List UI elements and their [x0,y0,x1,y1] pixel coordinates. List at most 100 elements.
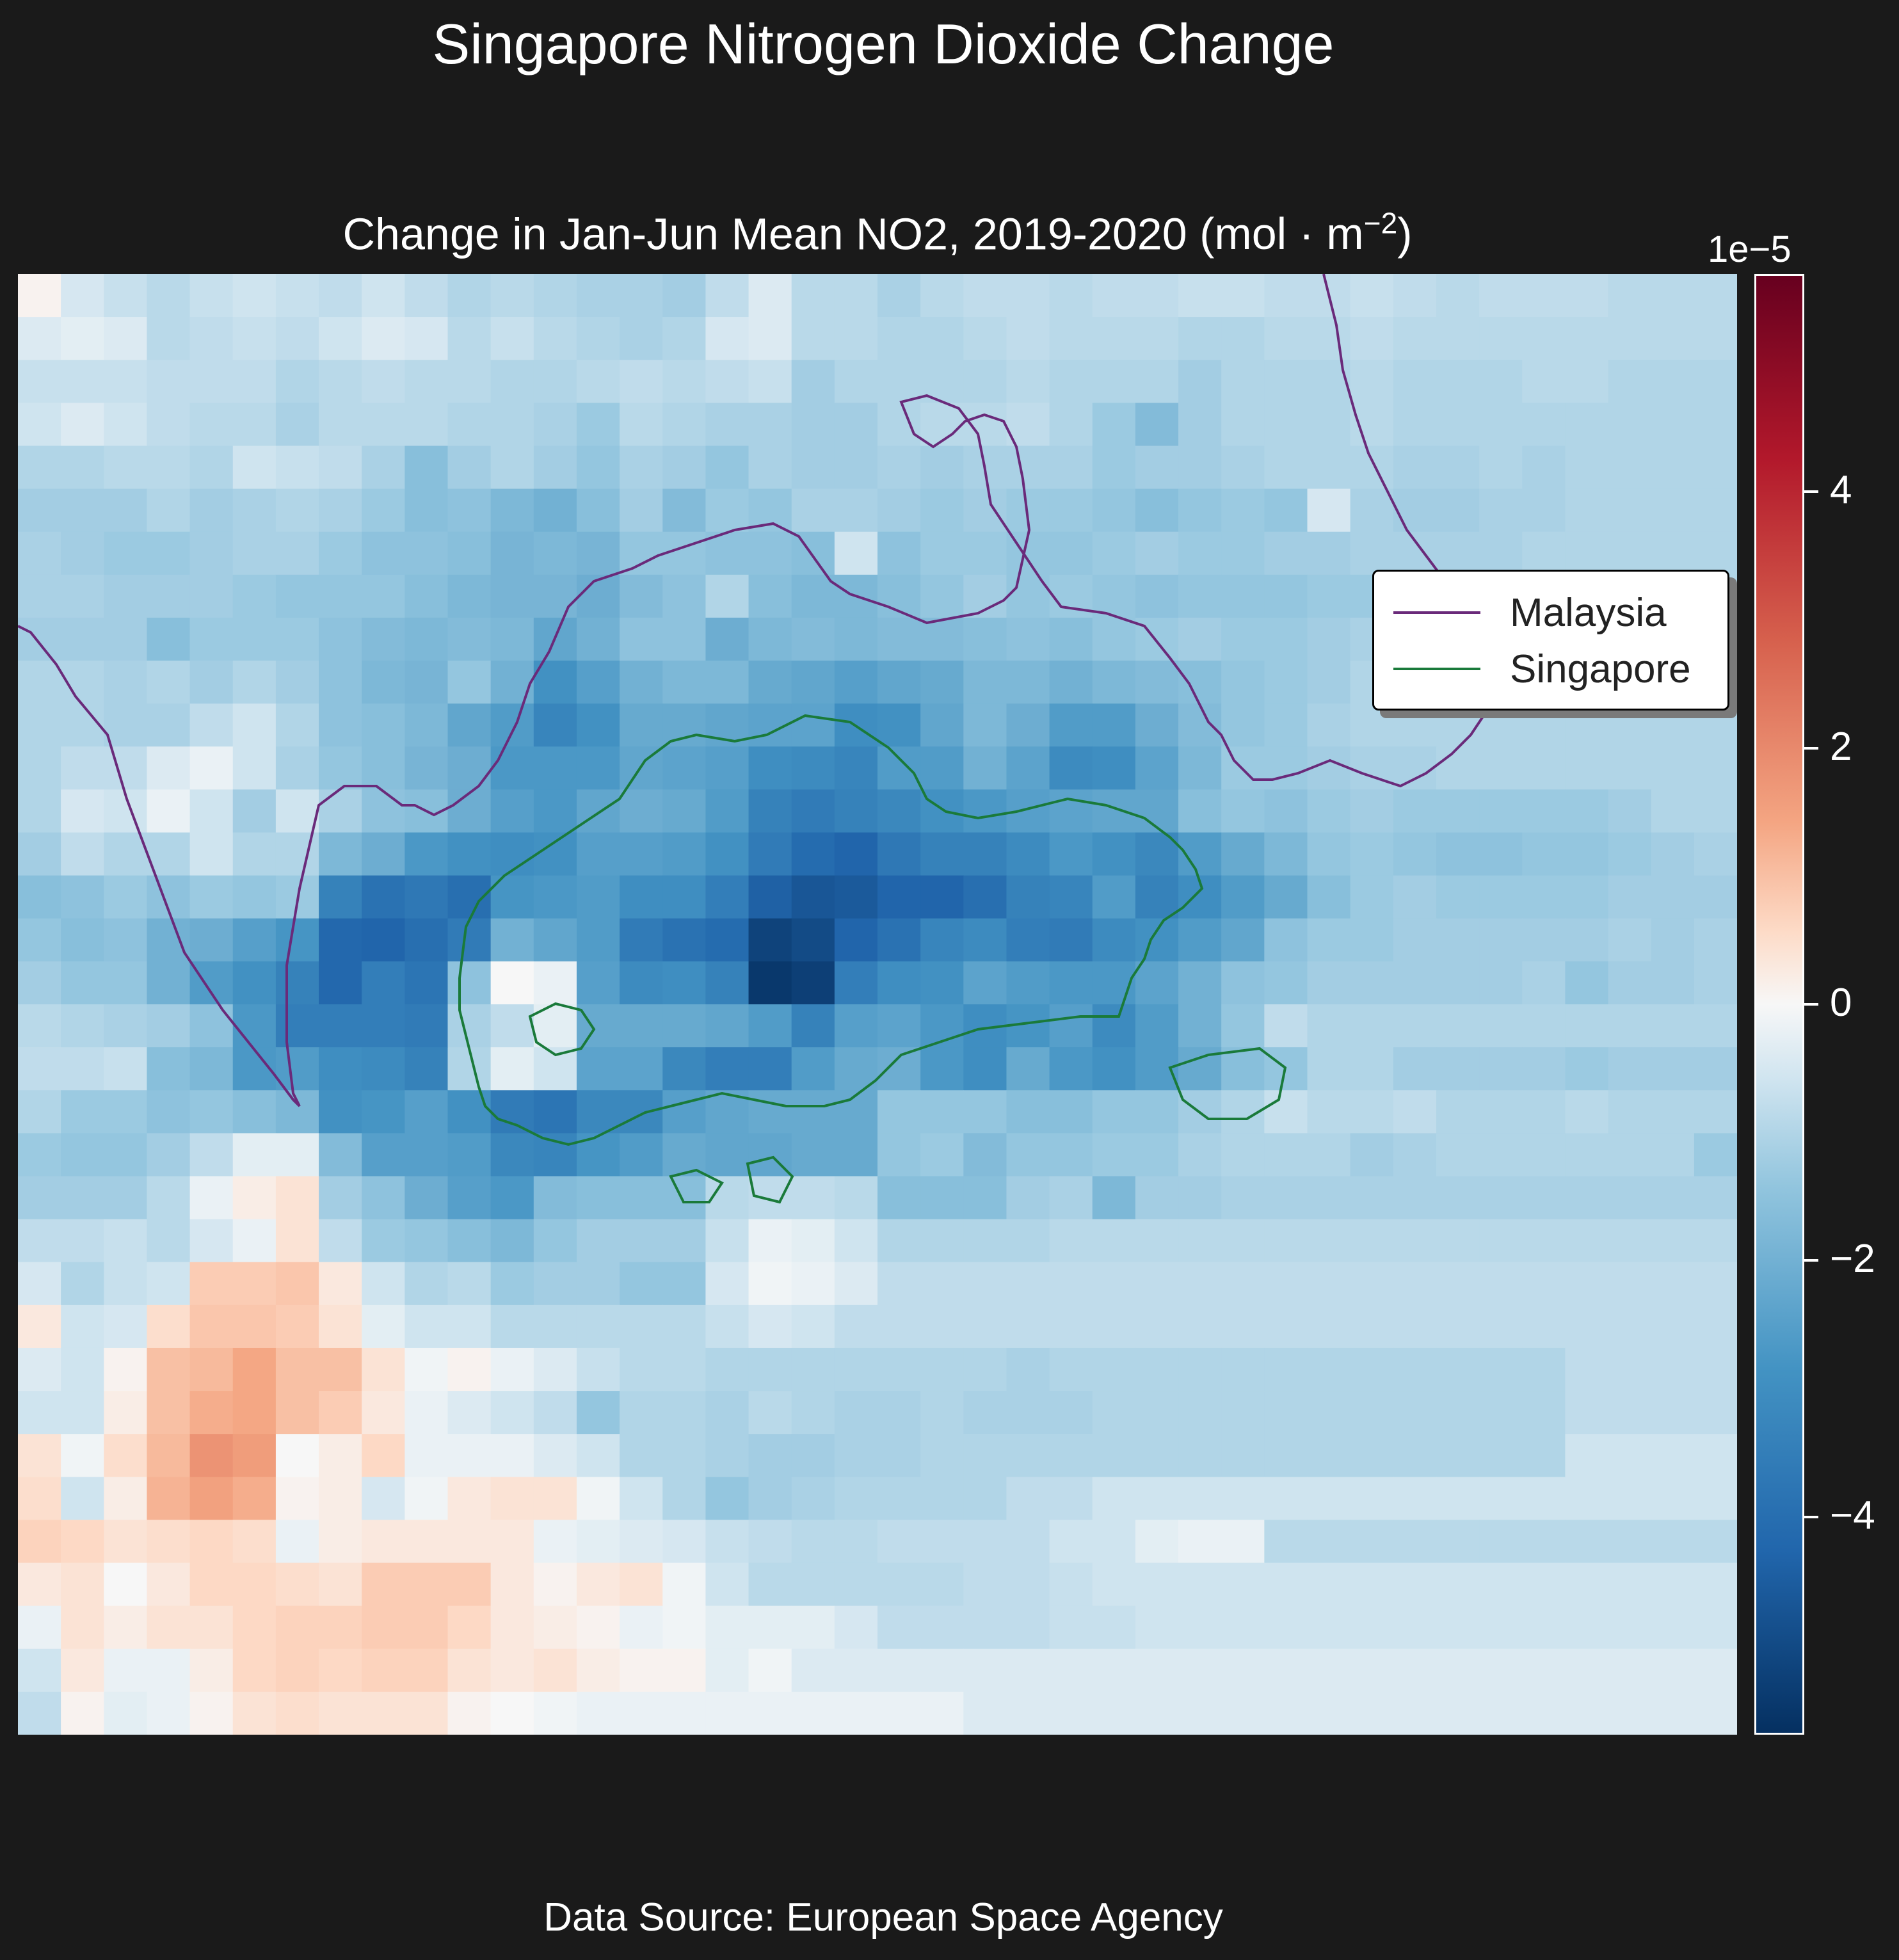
heatmap-cell [705,875,749,919]
heatmap-cell [1694,1605,1737,1650]
heatmap-cell [1135,746,1179,791]
heatmap-cell [1307,918,1351,962]
heatmap-cell [1565,832,1609,876]
heatmap-cell [1049,832,1093,876]
heatmap-cell [189,617,234,661]
heatmap-cell [1651,274,1695,317]
heatmap-cell [275,961,319,1005]
heatmap-cell [1264,360,1308,403]
heatmap-cell [920,1562,964,1607]
heatmap-cell [1006,446,1050,490]
heatmap-cell [1006,1176,1050,1220]
heatmap-cell [877,1133,921,1177]
heatmap-cell [1694,274,1737,317]
heatmap-cell [1393,403,1437,447]
heatmap-cell [576,875,620,919]
heatmap-cell [533,1520,577,1564]
country-outlines [18,274,1492,1204]
heatmap-cell [147,1434,191,1477]
heatmap-cell [1264,661,1308,704]
heatmap-cell [1479,1605,1523,1650]
heatmap-cell [1221,875,1265,919]
heatmap-cell [791,703,835,747]
heatmap-cell [705,961,749,1005]
heatmap-cell [1006,1520,1050,1564]
heatmap-cell [1307,1562,1351,1607]
heatmap-cell [1092,961,1136,1005]
heatmap-cell [748,1176,792,1220]
heatmap-cell [319,1434,362,1477]
heatmap-cell [104,488,148,533]
heatmap-cell [1049,1691,1093,1735]
heatmap-cell [1307,661,1351,704]
heatmap-cell [319,1219,362,1263]
heatmap-cell [1436,918,1480,962]
heatmap-cell [189,1434,234,1477]
heatmap-cell [834,1090,878,1134]
heatmap-cell [834,446,878,490]
heatmap-cell [1092,789,1136,833]
heatmap-cell [748,1391,792,1434]
heatmap-cell [275,1562,319,1607]
heatmap-cell [362,574,405,618]
heatmap-cell [275,403,319,447]
heatmap-cell [1178,1477,1222,1521]
heatmap-cell [1522,832,1566,876]
heatmap-cell [834,360,878,403]
heatmap-cell [920,1347,964,1392]
heatmap-cell [490,1691,534,1735]
heatmap-cell [189,1691,234,1735]
heatmap-cell [447,403,492,447]
heatmap-cell [834,1691,878,1735]
heatmap-cell [1264,703,1308,747]
heatmap-cell [576,1004,620,1048]
heatmap-cell [61,875,104,919]
heatmap-cell [1307,1305,1351,1349]
heatmap-cell [405,1219,449,1263]
heatmap-cell [1651,403,1695,447]
heatmap-cell [1651,360,1695,403]
heatmap-cell [705,1605,749,1650]
heatmap-cell [405,274,449,317]
heatmap-cell [533,961,577,1005]
heatmap-cell [1479,1004,1523,1048]
heatmap-cell [705,1562,749,1607]
heatmap-cell [18,961,61,1005]
heatmap-cell [275,661,319,704]
heatmap-cell [1479,488,1523,533]
heatmap-cell [1006,1434,1050,1477]
heatmap-cell [533,1347,577,1392]
heatmap-cell [1651,1605,1695,1650]
heatmap-cell [1393,317,1437,360]
heatmap-cell [1221,1648,1265,1692]
heatmap-cell [18,574,61,618]
heatmap-cell [147,317,191,360]
heatmap-cell [620,961,663,1005]
heatmap-cell [1092,317,1136,360]
heatmap-cell [1178,1133,1222,1177]
heatmap-cell [1264,1347,1308,1392]
heatmap-cell [147,1219,191,1263]
legend-label-malaysia: Malaysia [1510,590,1667,635]
heatmap-cell [1135,661,1179,704]
heatmap-cell [1092,1305,1136,1349]
heatmap-cell [1522,746,1566,791]
heatmap-cell [533,1477,577,1521]
heatmap-cell [490,531,534,575]
heatmap-cell [620,918,663,962]
heatmap-cell [1694,446,1737,490]
heatmap-cell [362,661,405,704]
singapore-outline [458,714,1287,1204]
heatmap-cell [877,531,921,575]
heatmap-cell [1135,360,1179,403]
heatmap-cell [705,360,749,403]
legend-entry-malaysia: Malaysia [1393,587,1667,638]
heatmap-cell [791,1648,835,1692]
heatmap-cell [662,574,706,618]
heatmap-cell [490,403,534,447]
heatmap-cell [920,961,964,1005]
heatmap-cell [319,661,362,704]
heatmap-cell [61,1562,104,1607]
heatmap-cell [1049,1434,1093,1477]
heatmap-cell [791,1219,835,1263]
